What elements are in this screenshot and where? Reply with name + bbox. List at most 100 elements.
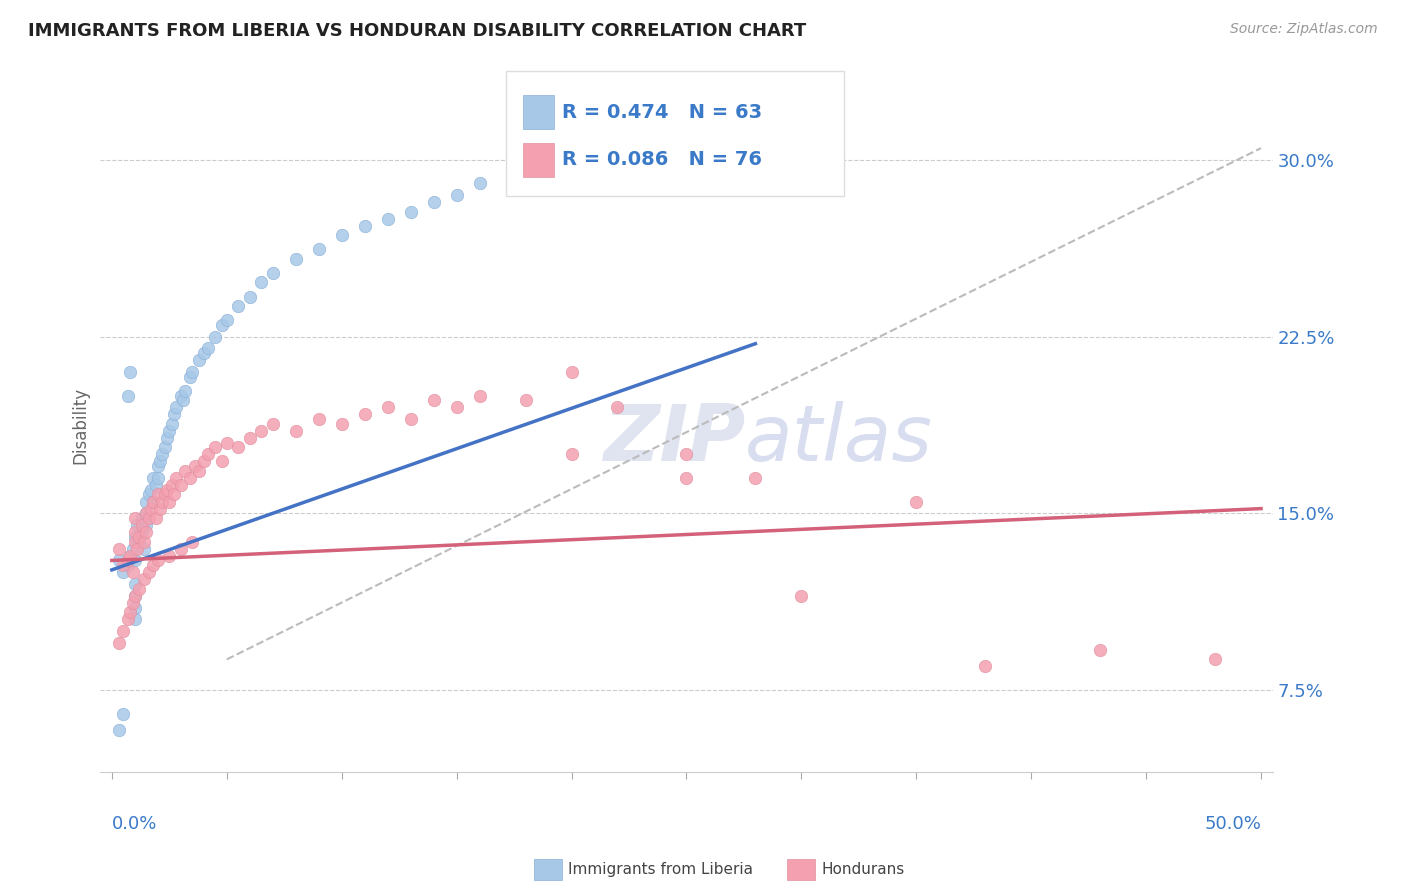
Point [377, 401, 399, 415]
Point [163, 408, 186, 422]
Point [153, 487, 176, 501]
Point [132, 541, 155, 556]
Point [142, 494, 165, 508]
Point [1088, 643, 1111, 657]
Point [172, 393, 194, 408]
Point [215, 313, 238, 327]
Point [124, 612, 146, 626]
Point [157, 494, 180, 508]
Point [146, 471, 169, 485]
Point [120, 605, 142, 619]
Point [135, 518, 157, 533]
Point [121, 566, 143, 580]
Point [142, 471, 165, 485]
Point [193, 346, 215, 360]
Point [284, 424, 307, 438]
Point [188, 464, 211, 478]
Point [181, 534, 204, 549]
Point [127, 518, 149, 533]
Point [179, 369, 201, 384]
Point [131, 518, 153, 533]
Point [181, 365, 204, 379]
Point [250, 424, 273, 438]
Point [905, 494, 928, 508]
Point [128, 530, 150, 544]
Point [124, 553, 146, 567]
Text: 50.0%: 50.0% [1204, 815, 1261, 833]
Point [156, 431, 179, 445]
Point [239, 431, 262, 445]
Point [193, 454, 215, 468]
Point [117, 612, 139, 626]
Point [145, 478, 167, 492]
Point [468, 388, 491, 402]
Text: ZIP: ZIP [603, 401, 745, 477]
Point [112, 566, 135, 580]
Point [165, 471, 187, 485]
Text: atlas: atlas [745, 401, 934, 477]
Point [117, 553, 139, 567]
Point [204, 329, 226, 343]
Point [330, 417, 353, 431]
Point [1204, 652, 1226, 666]
Point [308, 243, 330, 257]
Point [515, 164, 537, 178]
Point [121, 596, 143, 610]
Point [211, 454, 233, 468]
Text: R = 0.474   N = 63: R = 0.474 N = 63 [562, 103, 762, 122]
Point [560, 365, 582, 379]
Point [138, 566, 160, 580]
Point [197, 342, 219, 356]
Point [239, 289, 262, 303]
Point [124, 511, 146, 525]
Point [124, 589, 146, 603]
Point [399, 204, 422, 219]
Point [124, 534, 146, 549]
Point [446, 188, 468, 202]
Point [606, 401, 628, 415]
Point [262, 266, 284, 280]
Point [308, 412, 330, 426]
Text: Hondurans: Hondurans [821, 863, 904, 877]
Point [107, 723, 129, 737]
Point [204, 441, 226, 455]
Point [163, 487, 186, 501]
Point [226, 441, 249, 455]
Point [120, 549, 142, 563]
Point [226, 299, 249, 313]
Point [157, 549, 180, 563]
Point [174, 384, 197, 398]
Point [790, 589, 813, 603]
Point [157, 424, 180, 438]
Point [131, 525, 153, 540]
Point [124, 589, 146, 603]
Point [675, 447, 697, 461]
Y-axis label: Disability: Disability [72, 386, 89, 464]
Point [170, 388, 193, 402]
Point [132, 572, 155, 586]
Point [170, 478, 193, 492]
Point [179, 471, 201, 485]
Point [124, 600, 146, 615]
Point [560, 447, 582, 461]
Point [146, 459, 169, 474]
Point [120, 365, 142, 379]
Point [120, 549, 142, 563]
Point [121, 541, 143, 556]
Point [135, 525, 157, 540]
Point [112, 624, 135, 639]
Point [250, 276, 273, 290]
Point [468, 177, 491, 191]
Point [138, 511, 160, 525]
Point [422, 195, 444, 210]
Point [135, 506, 157, 520]
Point [153, 441, 176, 455]
Point [124, 530, 146, 544]
Text: IMMIGRANTS FROM LIBERIA VS HONDURAN DISABILITY CORRELATION CHART: IMMIGRANTS FROM LIBERIA VS HONDURAN DISA… [28, 22, 807, 40]
Point [135, 506, 157, 520]
Point [156, 483, 179, 497]
Point [974, 659, 997, 673]
Text: Source: ZipAtlas.com: Source: ZipAtlas.com [1230, 22, 1378, 37]
Point [197, 447, 219, 461]
Point [139, 483, 162, 497]
